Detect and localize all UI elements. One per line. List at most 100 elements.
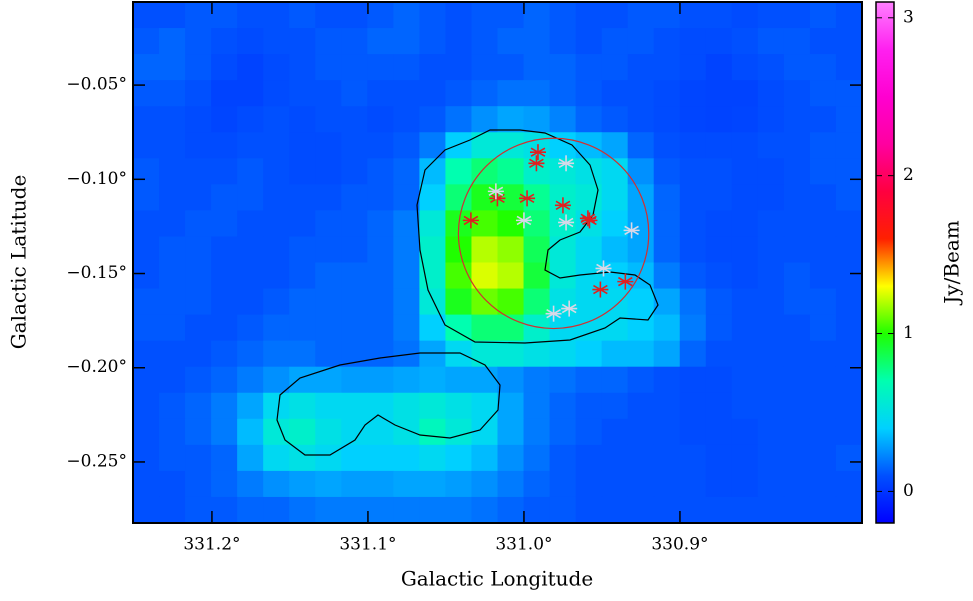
heatmap-cell xyxy=(341,158,368,185)
heatmap-cell xyxy=(211,236,238,263)
x-axis-label: Galactic Longitude xyxy=(401,567,593,591)
heatmap-cell xyxy=(810,28,837,55)
heatmap-cell xyxy=(185,315,212,342)
x-tick-label: 331.1° xyxy=(339,535,396,555)
heatmap-cell xyxy=(237,106,264,133)
heatmap-cell xyxy=(471,236,498,263)
heatmap-cell xyxy=(211,158,238,185)
heatmap-cell xyxy=(810,184,837,211)
heatmap-cell xyxy=(341,28,368,55)
heatmap-cell xyxy=(706,471,733,498)
heatmap-cell xyxy=(367,289,394,316)
heatmap-cell xyxy=(133,28,160,55)
heatmap-cell xyxy=(393,445,420,472)
heatmap-cell xyxy=(576,236,603,263)
heatmap-cell xyxy=(732,497,759,524)
heatmap-cell xyxy=(445,132,472,159)
heatmap-cell xyxy=(498,106,525,133)
heatmap-cell xyxy=(211,263,238,290)
heatmap-cell xyxy=(758,289,785,316)
heatmap-cell xyxy=(367,497,394,524)
heatmap-cell xyxy=(393,471,420,498)
heatmap-cell xyxy=(758,445,785,472)
heatmap-cell xyxy=(654,210,681,237)
heatmap-cell xyxy=(654,106,681,133)
heatmap-cell xyxy=(680,263,707,290)
heatmap-cell xyxy=(419,367,446,394)
heatmap-cell xyxy=(810,289,837,316)
heatmap-cell xyxy=(784,132,811,159)
heatmap-cell xyxy=(836,54,863,81)
heatmap-cell xyxy=(133,80,160,107)
heatmap-cell xyxy=(393,184,420,211)
heatmap-cell xyxy=(185,367,212,394)
heatmap-cell xyxy=(498,158,525,185)
heatmap-cell xyxy=(498,80,525,107)
heatmap-cell xyxy=(445,184,472,211)
heatmap-cell xyxy=(524,367,551,394)
heatmap-cell xyxy=(498,263,525,290)
heatmap-cell xyxy=(159,315,186,342)
heatmap-cell xyxy=(159,106,186,133)
heatmap-cell xyxy=(758,106,785,133)
heatmap-cell xyxy=(706,210,733,237)
heatmap-cell xyxy=(628,497,655,524)
heatmap-cell xyxy=(602,158,629,185)
heatmap-cell xyxy=(602,367,629,394)
heatmap-cell xyxy=(628,28,655,55)
heatmap-cell xyxy=(159,54,186,81)
heatmap-cell xyxy=(341,132,368,159)
heatmap-cell xyxy=(237,158,264,185)
heatmap-cell xyxy=(732,445,759,472)
heatmap-cell xyxy=(393,54,420,81)
heatmap-cell xyxy=(419,393,446,420)
heatmap-cell xyxy=(419,471,446,498)
heatmap-cell xyxy=(263,236,290,263)
heatmap-cell xyxy=(706,367,733,394)
heatmap-cell xyxy=(836,419,863,446)
heatmap-cell xyxy=(836,263,863,290)
heatmap-cell xyxy=(237,497,264,524)
x-tick-label: 330.9° xyxy=(651,535,708,555)
heatmap-cell xyxy=(706,419,733,446)
heatmap-cell xyxy=(836,158,863,185)
heatmap-cell xyxy=(159,341,186,368)
heatmap-cell xyxy=(810,445,837,472)
heatmap-cell xyxy=(810,315,837,342)
heatmap-cell xyxy=(341,315,368,342)
heatmap-cell xyxy=(133,289,160,316)
heatmap-cell xyxy=(810,132,837,159)
heatmap-cell xyxy=(706,184,733,211)
heatmap-cell xyxy=(784,471,811,498)
heatmap-cell xyxy=(576,158,603,185)
heatmap-cell xyxy=(758,28,785,55)
heatmap-cell xyxy=(237,236,264,263)
heatmap-cell xyxy=(550,341,577,368)
heatmap-cell xyxy=(237,341,264,368)
heatmap-cell xyxy=(445,106,472,133)
heatmap-cell xyxy=(576,106,603,133)
heatmap-cell xyxy=(211,132,238,159)
heatmap-cell xyxy=(680,236,707,263)
heatmap-cell xyxy=(367,184,394,211)
heatmap-cell xyxy=(654,497,681,524)
heatmap-cell xyxy=(211,315,238,342)
heatmap-cell xyxy=(185,419,212,446)
heatmap-cell xyxy=(341,367,368,394)
heatmap-cell xyxy=(576,419,603,446)
heatmap-cell xyxy=(706,497,733,524)
heatmap-cell xyxy=(758,471,785,498)
heatmap-cell xyxy=(784,158,811,185)
heatmap-cell xyxy=(836,80,863,107)
y-tick-label: −0.25° xyxy=(66,451,127,471)
heatmap-cell xyxy=(315,158,342,185)
heatmap-cell xyxy=(654,341,681,368)
heatmap-cell xyxy=(393,210,420,237)
heatmap-cell xyxy=(289,419,316,446)
heatmap-cell xyxy=(341,106,368,133)
heatmap-cell xyxy=(133,419,160,446)
heatmap-cell xyxy=(419,2,446,29)
heatmap-cell xyxy=(550,419,577,446)
heatmap-cell xyxy=(602,184,629,211)
heatmap-cell xyxy=(393,289,420,316)
